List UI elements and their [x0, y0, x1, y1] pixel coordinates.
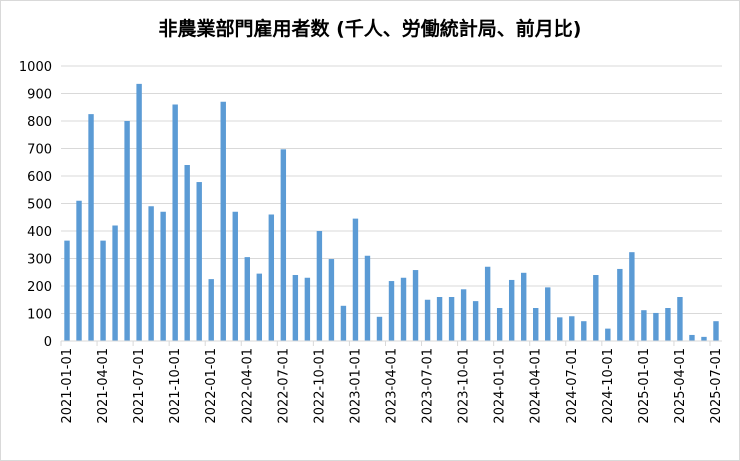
bar — [148, 206, 154, 341]
bar — [136, 83, 142, 341]
y-tick-label: 0 — [44, 335, 52, 350]
bar — [713, 321, 719, 341]
bar — [184, 165, 190, 341]
bar — [232, 211, 238, 341]
y-tick-label: 400 — [27, 225, 52, 240]
bar — [436, 297, 443, 341]
bar — [292, 275, 299, 341]
bar — [496, 308, 503, 341]
y-tick-label: 800 — [27, 115, 52, 130]
bar — [677, 297, 683, 341]
y-tick-label: 500 — [27, 198, 52, 213]
bar — [569, 316, 575, 341]
y-tick-label: 1000 — [19, 60, 52, 75]
bar — [100, 240, 106, 341]
bar — [557, 317, 563, 341]
x-tick-label: 2021-01-01 — [60, 348, 75, 424]
bar — [124, 121, 130, 341]
bar — [484, 266, 491, 341]
bar — [328, 259, 335, 341]
bar — [364, 255, 371, 341]
bar — [244, 257, 250, 341]
bar — [256, 273, 263, 341]
bar — [208, 279, 214, 341]
bar — [64, 240, 70, 341]
bar — [581, 321, 587, 341]
x-tick-label: 2022-10-01 — [312, 348, 327, 424]
bar — [268, 214, 275, 341]
x-tick-label: 2023-01-01 — [348, 348, 363, 424]
x-tick-label: 2021-07-01 — [132, 348, 147, 424]
bar — [520, 272, 527, 341]
bar — [665, 308, 671, 341]
x-tick-label: 2024-04-01 — [529, 348, 544, 424]
x-tick-label: 2024-10-01 — [601, 348, 616, 424]
chart-title: 非農業部門雇用者数 (千人、労働統計局、前月比) — [158, 18, 582, 40]
bar — [533, 308, 539, 341]
bar — [508, 279, 515, 341]
bar — [280, 149, 287, 341]
x-tick-label: 2023-07-01 — [421, 348, 436, 424]
bar — [412, 270, 419, 341]
bar — [88, 114, 94, 341]
bar — [689, 334, 695, 341]
x-tick-label: 2022-01-01 — [204, 348, 219, 424]
bar — [472, 301, 479, 341]
bar — [460, 289, 467, 341]
bar — [629, 252, 635, 341]
bar — [376, 316, 383, 341]
y-tick-label: 900 — [27, 88, 52, 103]
x-tick-label: 2024-07-01 — [565, 348, 580, 424]
bar — [617, 268, 623, 341]
bar — [304, 277, 311, 341]
bar — [352, 218, 359, 341]
bar — [112, 225, 118, 341]
y-tick-label: 300 — [27, 253, 52, 268]
bar — [388, 281, 395, 341]
bar — [641, 310, 647, 341]
x-tick-label: 2023-10-01 — [457, 348, 472, 424]
bar — [316, 231, 323, 341]
x-tick-label: 2025-04-01 — [673, 348, 688, 424]
y-tick-label: 700 — [27, 143, 52, 158]
x-tick-label: 2024-01-01 — [493, 348, 508, 424]
bar — [424, 299, 431, 341]
x-tick-label: 2025-07-01 — [709, 348, 724, 424]
x-tick-label: 2023-04-01 — [385, 348, 400, 424]
bar — [160, 211, 166, 341]
y-tick-label: 200 — [27, 280, 52, 295]
x-tick-label: 2021-10-01 — [168, 348, 183, 424]
x-tick-label: 2022-07-01 — [276, 348, 291, 424]
bar — [172, 104, 178, 341]
y-tick-label: 600 — [27, 170, 52, 185]
bar — [545, 287, 551, 341]
bar — [605, 328, 611, 341]
bar — [701, 336, 707, 341]
bar — [448, 297, 455, 341]
bar — [400, 277, 407, 341]
x-tick-label: 2025-01-01 — [637, 348, 652, 424]
bar — [593, 275, 599, 341]
bar — [76, 200, 82, 341]
x-tick-label: 2022-04-01 — [240, 348, 255, 424]
bar — [340, 305, 347, 341]
y-tick-label: 100 — [27, 308, 52, 323]
bar — [196, 182, 202, 341]
bar — [653, 312, 659, 341]
x-tick-label: 2021-04-01 — [96, 348, 111, 424]
bar — [220, 101, 226, 341]
